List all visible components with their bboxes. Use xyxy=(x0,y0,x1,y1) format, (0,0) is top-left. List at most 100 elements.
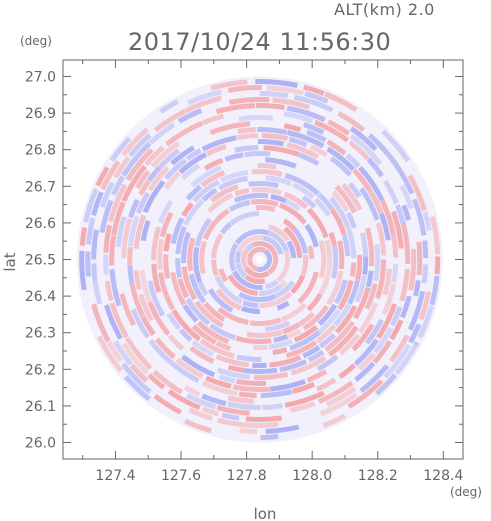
range-gate-segment xyxy=(163,254,171,279)
range-gate-segment xyxy=(341,234,351,257)
range-gate-segment xyxy=(255,79,298,88)
range-gate-segment xyxy=(219,222,233,235)
range-gate-segment xyxy=(302,304,330,331)
range-gate-segment xyxy=(297,271,319,304)
x-tick-label: 128.4 xyxy=(423,468,463,484)
range-gate-segment xyxy=(286,142,320,160)
y-tick-label: 26.0 xyxy=(25,436,56,452)
range-gate-segment xyxy=(306,369,328,383)
range-gate-segment xyxy=(349,262,357,277)
range-gate-segment xyxy=(144,145,165,167)
range-gate-segment xyxy=(170,217,185,245)
range-gate-segment xyxy=(347,379,384,409)
range-gate-segment xyxy=(270,194,287,204)
y-tick-label: 26.4 xyxy=(25,289,56,305)
range-gate-segment xyxy=(233,193,269,203)
range-gate-segment xyxy=(164,158,188,180)
x-tick-label: 128.0 xyxy=(292,468,332,484)
range-gate-segment xyxy=(215,288,242,311)
range-gate-segment xyxy=(281,322,300,335)
range-gate-segment xyxy=(303,122,325,135)
range-gate-segment xyxy=(238,291,276,302)
range-gate-segment xyxy=(292,381,316,394)
range-gate-segment xyxy=(216,367,251,380)
range-gate-segment xyxy=(265,424,300,434)
range-gate-segment xyxy=(152,369,184,395)
range-gate-segment xyxy=(422,240,429,259)
range-gate-segment xyxy=(237,127,256,134)
range-gate-segment xyxy=(338,333,361,356)
range-gate-segment xyxy=(238,391,257,398)
range-gate-segment xyxy=(264,320,291,332)
range-gate-segment xyxy=(429,275,440,306)
range-gate-segment xyxy=(399,184,414,210)
range-gate-segment xyxy=(293,324,319,343)
range-gate-segment xyxy=(236,133,259,141)
range-gate-segment xyxy=(125,336,153,370)
range-gate-segment xyxy=(331,190,350,213)
range-gate-segment xyxy=(79,227,88,246)
range-gate-segment xyxy=(138,179,151,196)
range-gate-segment xyxy=(104,304,123,340)
range-gate-segment xyxy=(188,407,213,421)
range-gate-segment xyxy=(228,97,270,105)
range-gate-segment xyxy=(329,156,353,177)
range-gate-segment xyxy=(197,280,209,296)
range-gate-segment xyxy=(244,151,271,158)
range-gate-segment xyxy=(368,133,399,167)
range-gate-segment xyxy=(201,135,237,152)
range-gate-segment xyxy=(201,187,218,202)
range-gate-segment xyxy=(153,394,183,415)
range-gate-segment xyxy=(148,339,178,369)
range-gate-segment xyxy=(301,195,317,209)
range-gate-segment xyxy=(289,401,316,413)
range-gate-segment xyxy=(260,434,279,440)
range-gate-segment xyxy=(157,148,181,170)
range-gate-segment xyxy=(337,279,354,311)
range-gate-segment xyxy=(163,233,172,252)
range-gate-segment xyxy=(283,111,314,124)
range-gate-segment xyxy=(185,148,202,161)
range-gate-segment xyxy=(167,389,201,411)
range-gate-segment xyxy=(390,306,403,327)
range-gate-segment xyxy=(253,371,289,380)
range-gate-segment xyxy=(309,144,328,158)
range-gate-segment xyxy=(148,122,176,145)
y-tick-label: 26.2 xyxy=(25,362,56,378)
range-gate-segment xyxy=(351,323,375,352)
y-tick-label: 26.8 xyxy=(25,143,56,159)
range-gate-segment xyxy=(108,183,128,223)
range-gate-segment xyxy=(382,268,392,296)
range-gate-segment xyxy=(416,241,423,276)
range-gate-segment xyxy=(286,328,302,340)
range-gate-segment xyxy=(391,263,399,284)
range-gate-segment xyxy=(358,302,379,334)
range-gate-segment xyxy=(147,301,171,336)
range-gate-segment xyxy=(167,334,185,351)
range-gate-segment xyxy=(413,280,421,297)
range-gate-segment xyxy=(300,254,309,276)
range-gate-segment xyxy=(194,300,224,328)
range-gate-segment xyxy=(284,172,320,196)
range-gate-segment xyxy=(359,232,369,257)
range-gate-segment xyxy=(201,380,238,397)
range-gate-segment xyxy=(288,136,308,148)
range-gate-segment xyxy=(211,233,224,259)
range-gate-segment xyxy=(337,240,345,270)
range-gate-segment xyxy=(239,427,258,434)
range-gate-segment xyxy=(159,211,174,238)
range-gate-segment xyxy=(127,247,133,267)
range-gate-segment xyxy=(283,191,309,210)
range-gate-segment xyxy=(187,237,196,272)
range-gate-segment xyxy=(349,133,383,166)
y-tick-label: 27.0 xyxy=(25,69,56,85)
range-gate-segment xyxy=(315,324,337,344)
range-gate-segment xyxy=(210,184,239,203)
range-gate-segment xyxy=(375,222,387,256)
range-gate-segment xyxy=(245,415,283,422)
range-gate-segment xyxy=(135,169,151,190)
range-gate-segment xyxy=(282,218,297,232)
range-gate-segment xyxy=(317,303,338,326)
range-gate-segment xyxy=(329,196,351,230)
range-gate-segment xyxy=(235,250,242,264)
